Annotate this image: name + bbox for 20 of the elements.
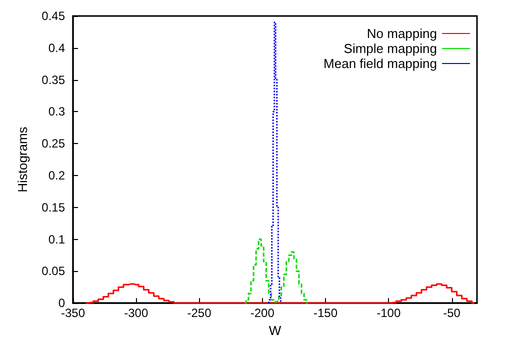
y-tick-label: 0.45 — [42, 9, 66, 23]
y-tick-label: 0.1 — [48, 232, 66, 246]
legend-label: Mean field mapping — [324, 56, 437, 71]
legend-label: No mapping — [366, 26, 437, 41]
y-tick-label: 0.2 — [48, 168, 66, 182]
y-tick-label: 0.4 — [48, 40, 66, 55]
x-tick-label: -150 — [313, 306, 338, 320]
x-tick-label: -50 — [443, 306, 461, 320]
y-tick-label: 0.05 — [42, 264, 66, 278]
y-tick-label: 0.15 — [42, 200, 66, 214]
x-tick-label: -100 — [376, 306, 401, 320]
y-tick-label: 0.35 — [42, 72, 66, 87]
x-tick-label: -250 — [187, 306, 212, 320]
x-tick-label: -300 — [124, 306, 148, 320]
x-tick-label: -200 — [250, 306, 275, 320]
legend-label: Simple mapping — [344, 41, 437, 56]
y-axis-title: Histograms — [15, 126, 30, 192]
x-axis-title: W — [268, 323, 282, 338]
y-tick-label: 0.3 — [48, 104, 66, 119]
y-tick-label: 0.25 — [42, 136, 66, 151]
